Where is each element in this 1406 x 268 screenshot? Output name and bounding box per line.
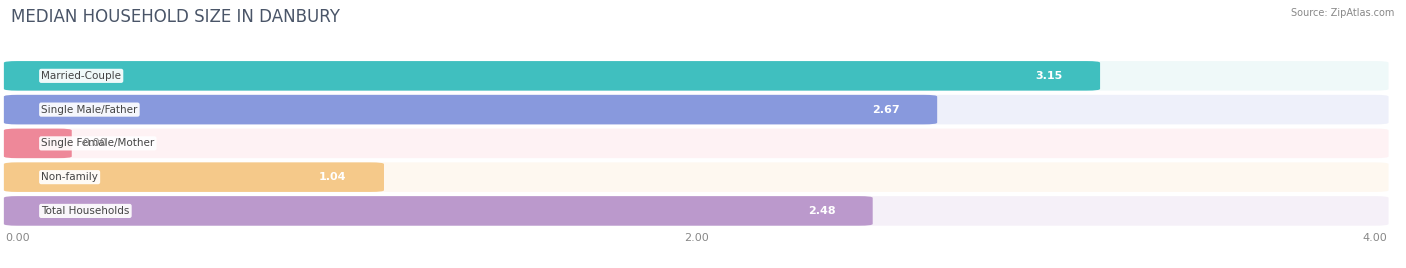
FancyBboxPatch shape xyxy=(4,162,384,192)
Text: 0.00: 0.00 xyxy=(82,138,107,148)
FancyBboxPatch shape xyxy=(4,61,1389,91)
Text: Non-family: Non-family xyxy=(41,172,98,182)
Text: 1.04: 1.04 xyxy=(319,172,347,182)
Text: Married-Couple: Married-Couple xyxy=(41,71,121,81)
Text: 3.15: 3.15 xyxy=(1035,71,1063,81)
FancyBboxPatch shape xyxy=(4,162,1389,192)
FancyBboxPatch shape xyxy=(4,196,1389,226)
FancyBboxPatch shape xyxy=(4,129,72,158)
Text: Single Female/Mother: Single Female/Mother xyxy=(41,138,155,148)
Text: Total Households: Total Households xyxy=(41,206,129,216)
Text: MEDIAN HOUSEHOLD SIZE IN DANBURY: MEDIAN HOUSEHOLD SIZE IN DANBURY xyxy=(11,8,340,26)
Text: Single Male/Father: Single Male/Father xyxy=(41,105,138,115)
Text: Source: ZipAtlas.com: Source: ZipAtlas.com xyxy=(1291,8,1395,18)
FancyBboxPatch shape xyxy=(4,95,938,124)
Text: 2.67: 2.67 xyxy=(872,105,900,115)
FancyBboxPatch shape xyxy=(4,61,1099,91)
FancyBboxPatch shape xyxy=(4,129,1389,158)
FancyBboxPatch shape xyxy=(4,196,873,226)
Text: 2.48: 2.48 xyxy=(807,206,835,216)
FancyBboxPatch shape xyxy=(4,95,1389,124)
